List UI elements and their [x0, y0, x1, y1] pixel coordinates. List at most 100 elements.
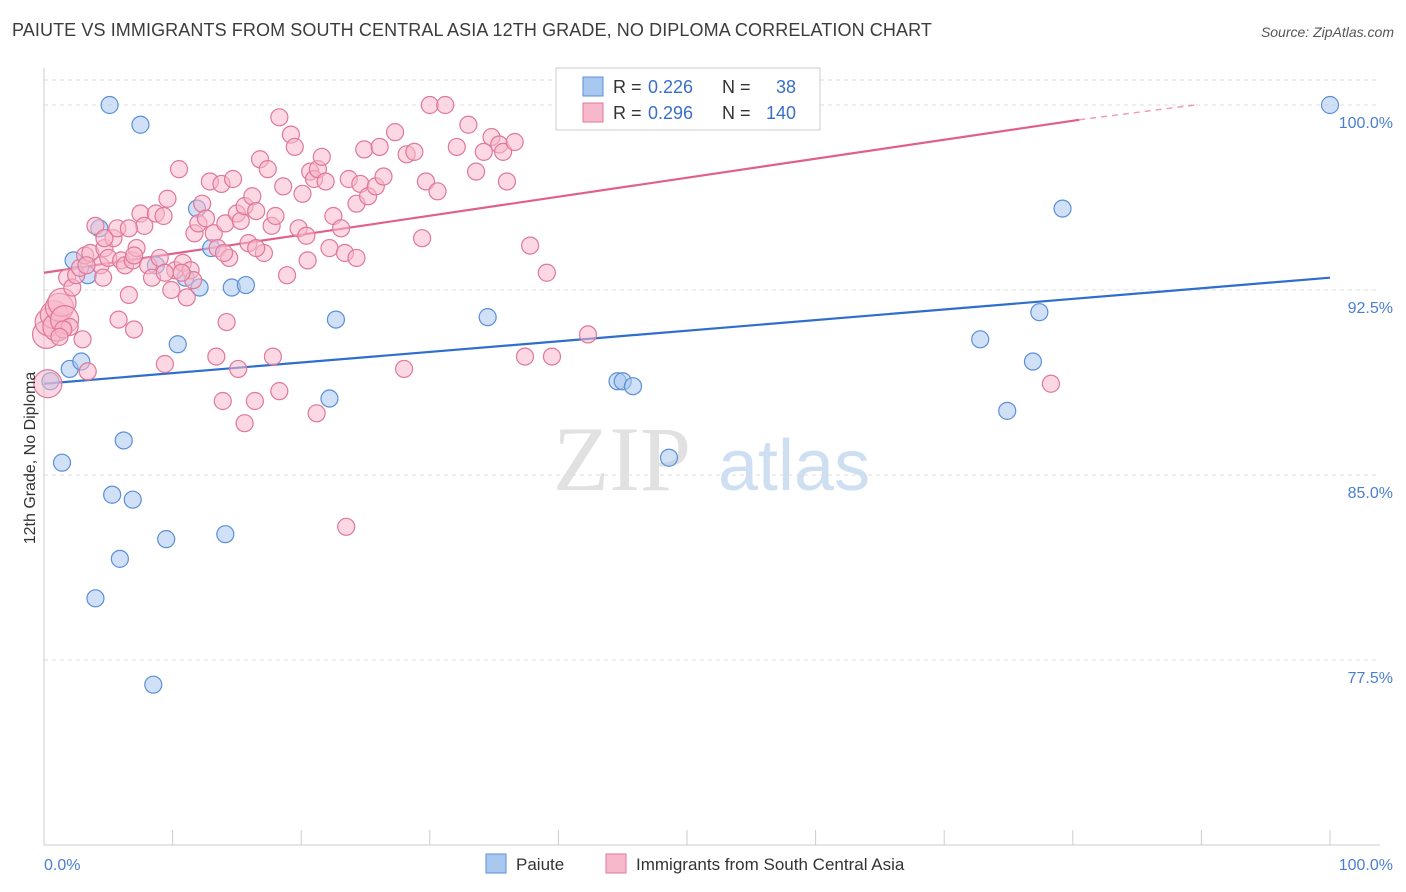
point-paiute-8: [52, 453, 72, 472]
trend-lines: [43, 104, 1331, 385]
legend-swatch-paiute: [582, 76, 604, 97]
point-immigrants-81: [355, 140, 374, 159]
point-immigrants-129: [1041, 374, 1061, 393]
legend-r-value-paiute: 0.226: [648, 77, 693, 97]
point-immigrants-110: [124, 246, 144, 265]
point-paiute-26: [320, 389, 339, 408]
bottom-legend-label-paiute: Paiute: [516, 855, 564, 874]
y-tick-label-3: 100.0%: [1339, 115, 1393, 132]
point-immigrants-76: [331, 219, 351, 238]
point-immigrants-114: [247, 238, 266, 258]
legend-n-label-paiute: N =: [722, 77, 751, 97]
legend-swatch-immigrants: [582, 102, 604, 123]
trend-line-immigrants-extension: [1079, 104, 1196, 121]
point-immigrants-119: [307, 404, 326, 423]
point-immigrants-72: [312, 147, 331, 166]
point-immigrants-89: [412, 229, 432, 248]
point-immigrants-63: [277, 266, 297, 285]
point-paiute-31: [659, 448, 679, 467]
point-paiute-27: [478, 308, 497, 327]
point-immigrants-32: [158, 189, 177, 208]
source-note: Source: ZipAtlas.com: [1260, 24, 1394, 40]
point-paiute-4: [131, 115, 150, 134]
point-immigrants-88: [405, 142, 424, 161]
point-paiute-9: [114, 431, 133, 450]
point-paiute-34: [1023, 352, 1043, 371]
point-immigrants-135: [78, 362, 97, 381]
point-immigrants-58: [258, 160, 277, 179]
point-paiute-33: [998, 401, 1017, 420]
y-tick-label-0: 77.5%: [1348, 670, 1393, 687]
bottom-legend: Paiute Immigrants from South Central Asi…: [485, 853, 905, 874]
point-immigrants-7: [33, 369, 63, 399]
point-immigrants-121: [229, 359, 248, 379]
point-immigrants-55: [247, 201, 266, 221]
legend-n-label-immigrants: N =: [722, 103, 751, 123]
point-immigrants-118: [270, 382, 289, 401]
point-immigrants-74: [320, 238, 339, 258]
point-immigrants-92: [428, 182, 447, 201]
point-immigrants-96: [466, 162, 486, 181]
point-immigrants-65: [285, 137, 304, 157]
trend-line-paiute: [43, 276, 1331, 385]
point-immigrants-120: [213, 391, 232, 411]
point-immigrants-35: [169, 160, 189, 179]
legend-r-label-paiute: R =: [613, 77, 642, 97]
point-immigrants-108: [94, 268, 113, 287]
point-immigrants-136: [50, 327, 69, 346]
point-immigrants-139: [95, 229, 114, 248]
point-immigrants-125: [394, 359, 414, 379]
point-immigrants-100: [494, 142, 513, 161]
bottom-legend-swatch-immigrants: [605, 853, 627, 874]
point-immigrants-22: [119, 285, 138, 305]
point-immigrants-111: [155, 263, 174, 282]
point-paiute-36: [1053, 199, 1072, 218]
legend: R = 0.226 N = 38 R = 0.296 N = 140: [555, 67, 821, 131]
point-immigrants-113: [214, 243, 234, 263]
bottom-legend-label-immigrants: Immigrants from South Central Asia: [636, 855, 905, 874]
point-immigrants-134: [172, 263, 191, 282]
point-immigrants-106: [73, 330, 92, 349]
point-immigrants-42: [196, 209, 216, 228]
point-immigrants-31: [154, 206, 173, 226]
point-immigrants-95: [459, 115, 478, 134]
point-immigrants-93: [436, 95, 455, 115]
y-tick-label-2: 92.5%: [1348, 300, 1393, 317]
point-immigrants-138: [77, 256, 96, 275]
legend-r-label-immigrants: R =: [613, 103, 642, 123]
point-immigrants-86: [385, 123, 405, 142]
point-paiute-12: [157, 530, 176, 549]
point-immigrants-127: [542, 347, 562, 366]
legend-r-value-immigrants: 0.296: [648, 103, 693, 123]
point-immigrants-97: [474, 142, 493, 161]
point-immigrants-122: [263, 347, 283, 366]
point-immigrants-132: [109, 310, 128, 329]
point-immigrants-116: [347, 248, 366, 268]
y-axis-title: 12th Grade, No Diploma: [22, 372, 39, 545]
y-tick-label-1: 85.0%: [1348, 485, 1393, 502]
point-immigrants-123: [207, 347, 226, 366]
point-paiute-14: [110, 549, 129, 568]
point-immigrants-126: [515, 347, 535, 366]
data-points: [31, 95, 1340, 694]
point-paiute-24: [168, 335, 187, 354]
point-paiute-35: [1030, 303, 1049, 322]
point-paiute-13: [216, 525, 235, 544]
point-paiute-37: [1320, 95, 1340, 115]
point-immigrants-133: [124, 320, 144, 339]
point-paiute-23: [236, 275, 256, 295]
point-immigrants-62: [274, 177, 293, 196]
point-immigrants-37: [177, 288, 196, 307]
point-immigrants-73: [316, 172, 335, 191]
point-immigrants-14: [86, 216, 105, 235]
point-paiute-15: [86, 589, 105, 608]
point-paiute-11: [123, 490, 142, 509]
point-paiute-16: [144, 675, 163, 694]
point-immigrants-49: [223, 169, 243, 189]
point-paiute-30: [623, 377, 643, 396]
point-immigrants-67: [293, 184, 312, 203]
point-immigrants-91: [420, 95, 439, 115]
point-paiute-32: [971, 330, 990, 349]
point-immigrants-68: [297, 226, 316, 245]
